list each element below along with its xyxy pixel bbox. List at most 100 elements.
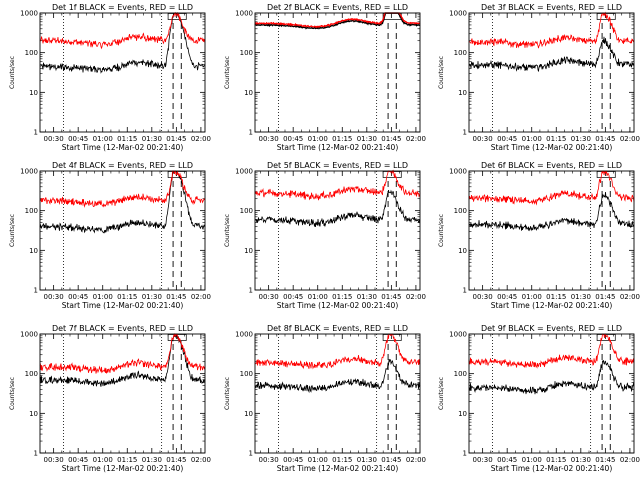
- y-tick-label: 100: [25, 207, 38, 215]
- series-line-events: [39, 333, 206, 387]
- y-tick-label: 100: [454, 370, 467, 378]
- x-tick-label: 02:00: [191, 293, 211, 301]
- x-tick-label: 01:00: [93, 293, 113, 301]
- x-tick-label: 01:45: [166, 135, 186, 143]
- y-tick-label: 1: [463, 129, 467, 137]
- x-tick-label: 01:45: [166, 293, 186, 301]
- x-axis-label: Start Time (12-Mar-02 00:21:40): [277, 143, 399, 152]
- chart-panel-6: Det 6f BLACK = Events, RED = LLD Counts/s…: [438, 161, 640, 310]
- x-tick-label: 00:30: [473, 293, 493, 301]
- x-tick-label: 02:00: [191, 456, 211, 464]
- series-line-lld: [468, 333, 635, 369]
- plot-frame: [39, 333, 206, 454]
- x-tick-label: 01:45: [595, 135, 615, 143]
- x-tick-label: 01:15: [117, 456, 137, 464]
- plot-frame: [39, 12, 206, 133]
- chart-panel-5: Det 5f BLACK = Events, RED = LLD Counts/s…: [224, 161, 426, 310]
- x-tick-label: 00:30: [473, 135, 493, 143]
- x-tick-label: 02:00: [406, 135, 426, 143]
- x-tick-label: 01:00: [93, 456, 113, 464]
- plot-frame: [468, 12, 635, 133]
- x-tick-label: 01:45: [166, 456, 186, 464]
- x-tick-label: 01:15: [546, 456, 566, 464]
- y-tick-label: 1000: [235, 10, 253, 18]
- x-tick-label: 00:30: [473, 456, 493, 464]
- series-line-events: [254, 189, 421, 228]
- chart-panel-4: Det 4f BLACK = Events, RED = LLD Counts/s…: [9, 161, 211, 310]
- chart-panel-7: Det 7f BLACK = Events, RED = LLD Counts/s…: [9, 324, 211, 473]
- y-axis-label: Counts/sec: [9, 214, 16, 247]
- y-tick-label: 10: [458, 89, 467, 97]
- x-axis-label: Start Time (12-Mar-02 00:21:40): [62, 143, 184, 152]
- x-tick-label: 01:30: [142, 135, 162, 143]
- x-tick-label: 01:15: [332, 293, 352, 301]
- x-axis-label: Start Time (12-Mar-02 00:21:40): [62, 464, 184, 473]
- x-axis-label: Start Time (12-Mar-02 00:21:40): [491, 464, 613, 473]
- y-tick-label: 100: [240, 49, 253, 57]
- series-line-lld: [39, 11, 206, 50]
- y-tick-label: 1000: [235, 168, 253, 176]
- x-axis-label: Start Time (12-Mar-02 00:21:40): [491, 143, 613, 152]
- x-tick-label: 00:45: [283, 293, 303, 301]
- x-tick-label: 01:30: [357, 293, 377, 301]
- chart-title: Det 1f BLACK = Events, RED = LLD: [52, 3, 193, 12]
- x-tick-label: 01:15: [546, 293, 566, 301]
- x-tick-label: 01:30: [571, 135, 591, 143]
- chart-title: Det 4f BLACK = Events, RED = LLD: [52, 161, 193, 170]
- x-tick-label: 00:45: [68, 293, 88, 301]
- x-tick-label: 01:30: [357, 135, 377, 143]
- x-tick-label: 00:30: [259, 456, 279, 464]
- plot-frame: [254, 170, 421, 291]
- x-axis-label: Start Time (12-Mar-02 00:21:40): [62, 301, 184, 310]
- y-tick-label: 100: [25, 370, 38, 378]
- flare-marker-box: [382, 334, 402, 341]
- x-tick-label: 01:00: [308, 456, 328, 464]
- y-tick-label: 10: [29, 410, 38, 418]
- x-tick-label: 00:30: [259, 135, 279, 143]
- x-tick-label: 00:30: [44, 135, 64, 143]
- plot-frame: [39, 170, 206, 291]
- x-tick-label: 01:45: [381, 135, 401, 143]
- series-line-lld: [254, 169, 421, 201]
- y-tick-label: 10: [244, 247, 253, 255]
- chart-panel-9: Det 9f BLACK = Events, RED = LLD Counts/s…: [438, 324, 640, 473]
- x-tick-label: 01:30: [357, 456, 377, 464]
- y-tick-label: 1: [34, 450, 38, 458]
- series-line-lld: [468, 11, 635, 49]
- x-tick-label: 01:30: [571, 293, 591, 301]
- y-tick-label: 1000: [20, 10, 38, 18]
- y-tick-label: 1000: [20, 168, 38, 176]
- plot-frame: [468, 333, 635, 454]
- x-axis-label: Start Time (12-Mar-02 00:21:40): [277, 301, 399, 310]
- x-tick-label: 00:30: [259, 293, 279, 301]
- x-tick-label: 01:45: [381, 456, 401, 464]
- series-line-events: [469, 36, 635, 72]
- y-tick-label: 100: [454, 49, 467, 57]
- chart-panel-1: Det 1f BLACK = Events, RED = LLD Counts/s…: [9, 3, 211, 152]
- y-axis-label: Counts/sec: [9, 377, 16, 410]
- series-line-lld: [468, 170, 635, 206]
- x-tick-label: 01:15: [332, 135, 352, 143]
- x-tick-label: 02:00: [406, 456, 426, 464]
- flare-marker-box: [596, 13, 616, 20]
- y-axis-label: Counts/sec: [438, 377, 445, 410]
- y-axis-label: Counts/sec: [224, 377, 231, 410]
- y-tick-label: 10: [458, 410, 467, 418]
- y-tick-label: 1000: [449, 168, 467, 176]
- y-tick-label: 100: [25, 49, 38, 57]
- y-tick-label: 10: [29, 247, 38, 255]
- chart-title: Det 8f BLACK = Events, RED = LLD: [267, 324, 408, 333]
- chart-title: Det 9f BLACK = Events, RED = LLD: [481, 324, 622, 333]
- y-axis-label: Counts/sec: [224, 56, 231, 89]
- chart-title: Det 7f BLACK = Events, RED = LLD: [52, 324, 193, 333]
- x-tick-label: 01:45: [381, 293, 401, 301]
- x-tick-label: 02:00: [406, 293, 426, 301]
- x-tick-label: 00:45: [497, 135, 517, 143]
- y-tick-label: 1: [34, 129, 38, 137]
- y-axis-label: Counts/sec: [9, 56, 16, 89]
- y-tick-label: 1000: [449, 331, 467, 339]
- series-line-events: [254, 12, 421, 30]
- y-tick-label: 1: [34, 287, 38, 295]
- x-tick-label: 00:45: [497, 293, 517, 301]
- x-tick-label: 01:00: [522, 456, 542, 464]
